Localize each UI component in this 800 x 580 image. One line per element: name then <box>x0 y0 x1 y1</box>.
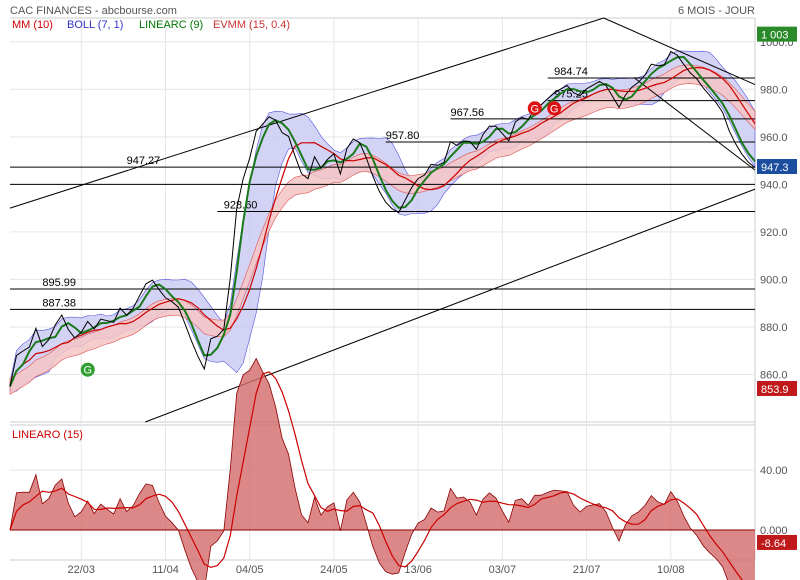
x-tick-label: 22/03 <box>67 564 95 576</box>
osc-y-tick-label: 0.000 <box>760 525 788 537</box>
signal-badge-letter: G <box>83 365 92 377</box>
indicator-legend-label: EVMM (15, 0.4) <box>213 19 290 31</box>
oscillator-signal-line <box>9 371 743 580</box>
y-tick-label: 900.0 <box>760 274 788 286</box>
indicator-legend-label: LINEARC (9) <box>139 19 203 31</box>
osc-tag <box>757 534 797 550</box>
oscillator-line <box>9 357 729 580</box>
level-label: 984.74 <box>554 66 588 78</box>
y-tick-label: 860.0 <box>760 369 788 381</box>
price-tag <box>757 380 797 396</box>
channel-right-upper <box>603 17 756 85</box>
signal-badge <box>547 101 562 116</box>
indicator-legend-label: BOLL (7, 1) <box>67 19 123 31</box>
price-line <box>9 50 756 387</box>
price-tag <box>757 159 797 175</box>
indicator-legend-label: MM (10) <box>12 19 53 31</box>
price-tag-label: 1 003 <box>761 30 789 42</box>
level-label: 957.80 <box>386 130 420 142</box>
level-label: 947.27 <box>127 155 161 167</box>
price-tag-label: 947.3 <box>761 162 789 174</box>
x-tick-label: 21/07 <box>573 564 601 576</box>
osc-tag-label: -8.64 <box>761 538 786 550</box>
evmm-envelope <box>9 64 756 396</box>
x-tick-label: 24/05 <box>320 564 348 576</box>
y-tick-label: 980.0 <box>760 84 788 96</box>
x-tick-label: 13/06 <box>404 564 432 576</box>
y-tick-label: 920.0 <box>760 227 788 239</box>
level-label: 967.56 <box>451 107 485 119</box>
chart-source: CAC FINANCES - abcbourse.com <box>10 5 177 17</box>
signal-badge <box>527 101 542 116</box>
level-label: 928.60 <box>224 199 258 211</box>
signal-badge-letter: G <box>530 103 539 115</box>
channel-upper-line <box>9 17 604 209</box>
signal-badge-letter: G <box>550 103 559 115</box>
price-tag-label: 853.9 <box>761 384 789 396</box>
chart-period: 6 MOIS - JOUR <box>678 5 755 17</box>
price-tag <box>757 26 797 42</box>
x-tick-label: 11/04 <box>152 564 179 576</box>
oscillator-area <box>10 358 755 580</box>
y-tick-label: 880.0 <box>760 322 788 334</box>
signal-badge <box>80 362 95 377</box>
level-label: 895.99 <box>42 277 76 289</box>
level-label: 887.38 <box>42 297 76 309</box>
ma10-line <box>9 66 756 387</box>
oscillator-title: LINEARO (15) <box>12 429 83 441</box>
linearc-line <box>9 55 756 387</box>
x-tick-label: 10/08 <box>657 564 685 576</box>
channel-right-lower <box>633 77 756 171</box>
x-tick-label: 04/05 <box>236 564 264 576</box>
y-tick-label: 960.0 <box>760 132 788 144</box>
x-tick-label: 03/07 <box>489 564 517 576</box>
osc-y-tick-label: 40.00 <box>760 465 788 477</box>
y-tick-label: 940.0 <box>760 179 788 191</box>
